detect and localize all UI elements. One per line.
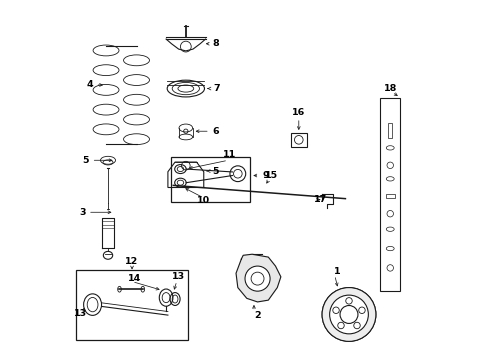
Text: 10: 10 xyxy=(197,196,210,205)
Text: 11: 11 xyxy=(222,150,236,159)
Circle shape xyxy=(359,307,365,314)
Circle shape xyxy=(354,322,360,329)
Text: 5: 5 xyxy=(82,156,89,165)
Bar xyxy=(380,98,400,291)
Text: 3: 3 xyxy=(80,208,86,217)
Text: 1: 1 xyxy=(334,267,341,276)
Text: 15: 15 xyxy=(265,171,278,180)
Bar xyxy=(76,270,188,339)
Text: 6: 6 xyxy=(212,127,219,136)
Text: 7: 7 xyxy=(213,84,220,93)
Polygon shape xyxy=(236,254,281,302)
Text: 4: 4 xyxy=(87,81,94,90)
Circle shape xyxy=(322,288,376,341)
Text: 9: 9 xyxy=(263,171,269,180)
Text: 2: 2 xyxy=(254,311,261,320)
Circle shape xyxy=(333,307,339,314)
Text: 5: 5 xyxy=(212,167,219,176)
Text: 8: 8 xyxy=(212,39,219,48)
Bar xyxy=(172,157,250,202)
Text: 17: 17 xyxy=(314,195,327,204)
Text: 13: 13 xyxy=(172,272,185,281)
Text: 13: 13 xyxy=(74,309,87,318)
Circle shape xyxy=(330,295,368,334)
Text: 16: 16 xyxy=(292,108,305,117)
Circle shape xyxy=(338,322,344,329)
Bar xyxy=(386,194,394,198)
Text: 18: 18 xyxy=(384,84,398,93)
Text: 14: 14 xyxy=(127,274,141,283)
Bar xyxy=(291,133,307,147)
Circle shape xyxy=(245,266,270,291)
Text: 12: 12 xyxy=(125,257,139,266)
Circle shape xyxy=(346,298,352,304)
Bar xyxy=(388,122,392,138)
